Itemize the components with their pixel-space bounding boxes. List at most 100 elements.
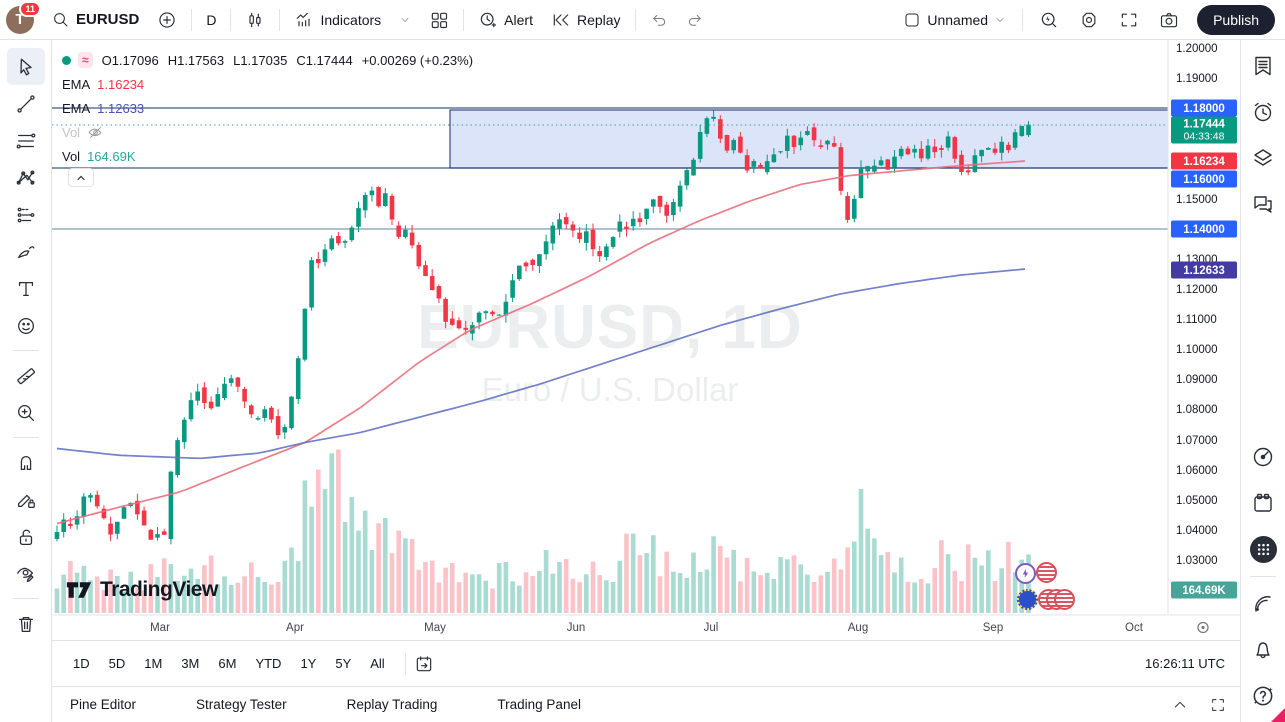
ohlc-open: O1.17096 <box>101 52 159 68</box>
replay-trading-tab[interactable]: Replay Trading <box>346 697 438 712</box>
event-us-flag-icon[interactable] <box>1054 589 1075 610</box>
tool-hide-drawings[interactable] <box>7 555 45 592</box>
alerts-panel-button[interactable] <box>1244 89 1282 135</box>
tool-measure[interactable] <box>7 357 45 394</box>
interval-button-1Y[interactable]: 1Y <box>300 656 317 671</box>
top-toolbar: T 11 EURUSD D Indicators <box>0 0 1285 40</box>
utc-clock[interactable]: 16:26:11 UTC <box>1145 656 1225 671</box>
svg-text:Jun: Jun <box>567 622 586 634</box>
legend-ema1-row[interactable]: EMA 1.16234 <box>62 72 473 96</box>
legend-vol-row[interactable]: Vol 164.69K <box>62 144 473 168</box>
tool-magnet[interactable] <box>7 444 45 481</box>
alert-button[interactable]: Alert <box>470 6 541 34</box>
panel-maximize-icon[interactable] <box>1210 697 1226 713</box>
price-chart-canvas[interactable]: 1.200001.190001.150001.130001.120001.110… <box>52 40 1240 640</box>
svg-text:1.10000: 1.10000 <box>1176 344 1218 356</box>
tool-fib-retracement[interactable] <box>7 122 45 159</box>
market-status-icon <box>62 55 71 65</box>
tool-cursor[interactable] <box>6 48 45 85</box>
tool-emoji[interactable] <box>7 307 45 344</box>
tool-lock-drawings[interactable] <box>7 518 45 555</box>
watchlist-button[interactable] <box>1244 43 1282 89</box>
chart-area[interactable]: EURUSD, 1D Euro / U.S. Dollar 1.20000 1.1… <box>52 40 1240 640</box>
notifications-button[interactable] <box>1244 627 1282 673</box>
legend-vol-hidden-row[interactable]: Vol <box>62 120 473 144</box>
divider <box>12 598 39 599</box>
tool-pattern[interactable] <box>7 159 45 196</box>
ideas-button[interactable] <box>1244 434 1282 480</box>
replay-button[interactable]: Replay <box>543 6 629 34</box>
go-to-date-icon[interactable] <box>414 654 434 674</box>
chart-legend: ≈ O1.17096 H1.17563 L1.17035 C1.17444 +0… <box>62 48 473 168</box>
interval-button-5Y[interactable]: 5Y <box>335 656 352 671</box>
quick-search-button[interactable] <box>1031 6 1067 34</box>
snapshot-button[interactable] <box>1151 6 1187 34</box>
svg-text:May: May <box>424 622 446 634</box>
save-layout-button[interactable]: Unnamed <box>895 6 1014 34</box>
chat-button[interactable] <box>1244 181 1282 227</box>
tool-brush[interactable] <box>7 233 45 270</box>
tool-drawing-mode[interactable] <box>7 481 45 518</box>
svg-text:1.08000: 1.08000 <box>1176 404 1218 416</box>
interval-button-3M[interactable]: 3M <box>181 656 200 671</box>
tradingview-logo-text: TradingView <box>100 578 218 601</box>
interval-button-All[interactable]: All <box>370 656 385 671</box>
tool-projection[interactable] <box>7 196 45 233</box>
gear-icon <box>1079 10 1099 30</box>
redo-button[interactable] <box>678 6 712 34</box>
event-us-flag-icon[interactable] <box>1036 562 1057 583</box>
svg-text:1.05000: 1.05000 <box>1176 495 1218 507</box>
indicators-templates-caret[interactable] <box>391 6 419 34</box>
indicators-button[interactable]: Indicators <box>286 6 389 34</box>
svg-text:1.15000: 1.15000 <box>1176 194 1218 206</box>
settings-button[interactable] <box>1071 6 1107 34</box>
object-tree-button[interactable] <box>1244 135 1282 181</box>
notification-count-badge: 11 <box>19 0 41 17</box>
interval-button-5D[interactable]: 5D <box>108 656 126 671</box>
news-feed-button[interactable] <box>1244 581 1282 627</box>
tradingview-logo[interactable]: TradingView <box>66 578 218 602</box>
grid-layout-button[interactable] <box>421 6 457 34</box>
interval-button-6M[interactable]: 6M <box>218 656 237 671</box>
legend-main-row[interactable]: ≈ O1.17096 H1.17563 L1.17035 C1.17444 +0… <box>62 48 473 72</box>
event-eu-flag-icon[interactable] <box>1017 589 1038 610</box>
legend-collapse-button[interactable] <box>68 168 94 187</box>
interval-button-YTD[interactable]: YTD <box>255 656 282 671</box>
interval-button-1M[interactable]: 1M <box>144 656 163 671</box>
symbol-search-button[interactable]: EURUSD <box>44 6 147 34</box>
legend-ema2-row[interactable]: EMA 1.12633 <box>62 96 473 120</box>
ohlc-change: +0.00269 (+0.23%) <box>361 52 474 68</box>
tool-zoom-in[interactable] <box>7 394 45 431</box>
user-avatar[interactable]: T 11 <box>6 0 41 34</box>
event-flash-icon[interactable] <box>1015 563 1036 584</box>
tool-remove-drawings[interactable] <box>7 605 45 642</box>
eye-off-icon[interactable] <box>87 124 104 141</box>
interval-button-1D[interactable]: 1D <box>73 656 90 671</box>
svg-text:Aug: Aug <box>848 622 868 634</box>
indicators-label: Indicators <box>320 11 382 28</box>
ema2-label: EMA <box>62 100 91 116</box>
trading-panel-tab[interactable]: Trading Panel <box>497 697 581 712</box>
strategy-tester-tab[interactable]: Strategy Tester <box>196 697 287 712</box>
chart-style-button[interactable] <box>237 6 273 34</box>
apps-menu-button[interactable] <box>1244 526 1282 572</box>
vol-hidden-label: Vol <box>62 124 81 140</box>
divider <box>12 437 39 438</box>
help-button[interactable] <box>1244 673 1282 719</box>
tool-text[interactable] <box>7 270 45 307</box>
fullscreen-button[interactable] <box>1111 6 1147 34</box>
interval-button[interactable]: D <box>198 6 224 34</box>
tool-trend-line[interactable] <box>7 85 45 122</box>
trend-line-icon <box>15 93 37 115</box>
interval-buttons: 1D 5D 1M 3M 6M YTD 1Y 5Y All <box>66 652 397 675</box>
panel-collapse-icon[interactable] <box>1172 697 1188 713</box>
svg-text:1.19000: 1.19000 <box>1176 73 1218 85</box>
publish-button[interactable]: Publish <box>1197 4 1275 35</box>
compare-add-symbol-button[interactable] <box>149 6 185 34</box>
undo-icon <box>650 11 668 29</box>
pine-editor-tab[interactable]: Pine Editor <box>70 697 137 712</box>
calendar-button[interactable] <box>1244 480 1282 526</box>
divider <box>1022 8 1024 31</box>
projection-icon <box>15 204 37 226</box>
undo-button[interactable] <box>642 6 676 34</box>
